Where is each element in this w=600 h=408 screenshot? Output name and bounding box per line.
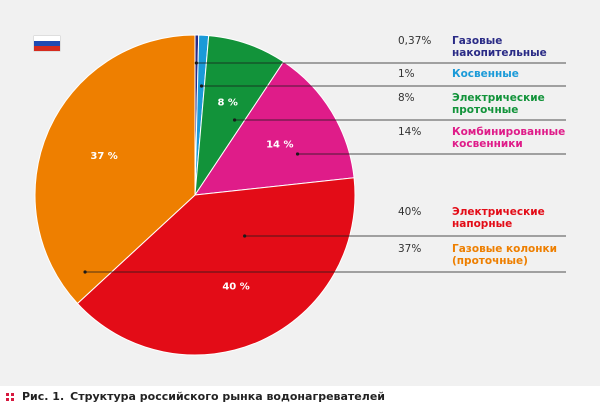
flag-stripe-blue [34, 41, 60, 46]
leader-dot-3 [232, 118, 237, 122]
caption-dots-icon [6, 392, 14, 401]
flag-stripe-red [34, 46, 60, 51]
legend-percent: 40% [398, 206, 422, 218]
slice-label-5: 40 % [222, 281, 249, 292]
flag-stripe-white [34, 36, 60, 41]
legend-percent: 14% [398, 126, 422, 138]
legend-percent: 37% [398, 243, 422, 255]
leader-dot-1 [194, 61, 198, 65]
legend-label: Газовые колонки (проточные) [452, 243, 557, 267]
slice-label-6: 37 % [90, 151, 117, 162]
slice-label-3: 8 % [217, 97, 237, 108]
russia-flag-icon [34, 36, 60, 51]
leader-dot-2 [199, 84, 204, 88]
pie-chart: 8 % 14 % 40 % 37 % [34, 34, 566, 356]
pie-slice-6 [34, 34, 196, 305]
pie-slice-5 [76, 177, 356, 356]
caption-text: Структура российского рынка водонагреват… [70, 390, 385, 403]
legend-percent: 0,37% [398, 35, 432, 47]
legend-label: Газовые накопительные [452, 35, 547, 59]
leader-dot-5 [243, 234, 247, 238]
leader-dot-6 [83, 270, 87, 274]
caption-figure-number: Рис. 1. [22, 390, 65, 403]
pie-slice-4 [193, 61, 355, 196]
legend-label: Электрические напорные [452, 206, 545, 230]
leader-dot-4 [295, 152, 300, 156]
legend-percent: 8% [398, 92, 415, 104]
slice-label-4: 14 % [266, 139, 293, 150]
legend-label: Комбинированные косвенники [452, 126, 566, 150]
legend-label: Косвенные [452, 68, 519, 80]
legend-percent: 1% [398, 68, 415, 80]
chart-panel: 8 % 14 % 40 % 37 % 0,37% Газовые накопительн… [0, 0, 600, 386]
figure-caption: Рис. 1. Структура российского рынка водо… [6, 390, 385, 403]
legend-label: Электрические проточные [452, 92, 545, 116]
